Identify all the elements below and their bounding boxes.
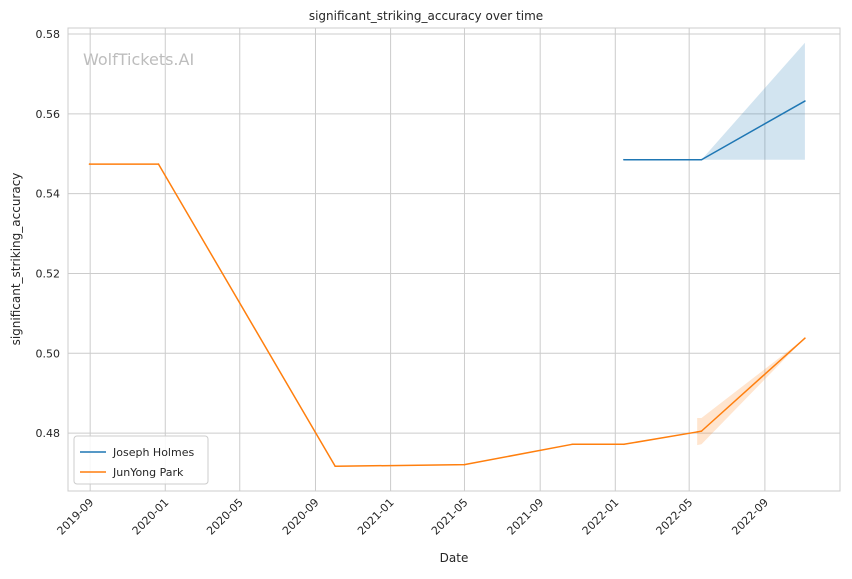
legend-box [73, 435, 209, 485]
data-point-junyong-park [157, 163, 160, 165]
data-point-junyong-park [571, 443, 574, 446]
confidence-band-junyong-park [697, 338, 805, 446]
y-axis-ticks: 0.48 0.50 0.52 0.54 0.56 0.58 [36, 28, 61, 440]
data-point-junyong-park [88, 163, 91, 165]
x-axis-label: Date [440, 551, 469, 565]
grid-lines [68, 28, 840, 491]
y-axis-label: significant_striking_accuracy [9, 173, 23, 346]
legend-label-junyong-park: JunYong Park [112, 466, 184, 479]
data-point-junyong-park [623, 443, 625, 446]
y-tick-label: 0.48 [36, 427, 61, 440]
chart-title: significant_striking_accuracy over time [309, 9, 543, 23]
y-tick-label: 0.54 [36, 188, 61, 201]
y-tick-label: 0.52 [36, 267, 61, 280]
data-point-joseph-holmes [700, 158, 703, 161]
data-point-junyong-park [696, 431, 698, 433]
data-point-junyong-park [463, 463, 466, 466]
watermark-text: WolfTickets.AI [83, 50, 194, 69]
data-point-joseph-holmes [623, 158, 625, 161]
legend-label-joseph-holmes: Joseph Holmes [112, 446, 194, 459]
series-lines [88, 100, 806, 468]
y-tick-label: 0.56 [36, 108, 61, 121]
data-point-junyong-park [804, 337, 806, 339]
data-point-junyong-park [334, 465, 336, 468]
confidence-bands [697, 42, 805, 446]
data-point-junyong-park [700, 430, 703, 432]
y-tick-label: 0.58 [36, 28, 61, 41]
data-point-joseph-holmes [804, 100, 806, 102]
confidence-band-joseph-holmes [701, 42, 805, 160]
legend: Joseph Holmes JunYong Park [73, 435, 209, 485]
y-tick-label: 0.50 [36, 347, 61, 360]
plot-area [67, 27, 841, 492]
